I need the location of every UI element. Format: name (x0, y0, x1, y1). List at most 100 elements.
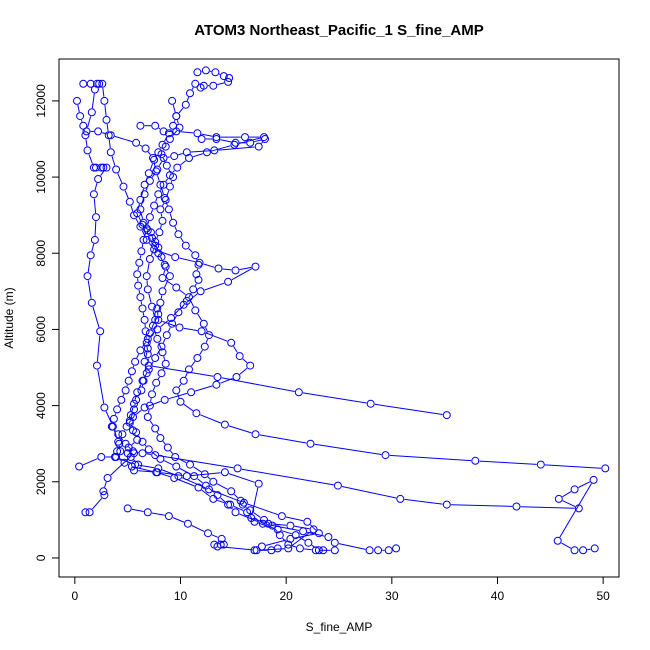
series-segment (161, 188, 164, 195)
series-segment (148, 293, 152, 303)
series-segment (132, 365, 135, 368)
series-segment (190, 472, 221, 477)
series-segment (162, 338, 166, 344)
series-segment (178, 383, 182, 388)
series-segment (562, 500, 576, 508)
data-point (239, 498, 248, 507)
data-point (213, 373, 222, 381)
data-point (250, 517, 259, 526)
series-segment (157, 175, 160, 181)
data-point (219, 72, 228, 81)
data-point (219, 540, 228, 549)
series-segment (131, 442, 135, 446)
data-point (165, 171, 174, 180)
series-segment (255, 518, 265, 523)
series-segment (238, 137, 261, 145)
data-point (250, 546, 259, 555)
series-segment (188, 292, 192, 298)
data-point (179, 376, 188, 385)
series-segment (197, 313, 202, 321)
series-segment (201, 133, 213, 137)
data-point (140, 190, 149, 199)
series-segment (191, 87, 194, 90)
series-segment (285, 516, 304, 522)
data-point (86, 251, 95, 260)
plot-frame (58, 58, 620, 578)
data-point (173, 163, 182, 172)
data-point (153, 334, 162, 343)
data-point (181, 241, 190, 250)
data-point (157, 342, 166, 351)
y-tick-label: 12000 (34, 84, 48, 118)
data-point (214, 264, 223, 273)
data-point (224, 77, 233, 86)
series-segment (180, 131, 194, 134)
series-segment (156, 235, 159, 239)
data-point (144, 445, 153, 454)
data-point (251, 430, 260, 439)
series-segment (150, 209, 154, 214)
series-segment (245, 506, 248, 509)
series-segment (128, 420, 132, 424)
data-point (324, 533, 333, 541)
data-point (381, 451, 390, 460)
data-point (98, 79, 107, 88)
data-point (152, 378, 161, 387)
data-point (90, 235, 99, 244)
series-segment (81, 119, 83, 122)
series-segment (93, 198, 97, 213)
data-point (186, 89, 194, 98)
series-segment (147, 337, 150, 345)
series-segment (389, 454, 472, 462)
data-point (143, 350, 152, 359)
data-point (200, 470, 209, 479)
data-point (123, 504, 132, 513)
series-segment (138, 435, 141, 439)
series-segment (178, 153, 183, 156)
data-point (191, 251, 200, 260)
series-segment (299, 536, 306, 542)
data-point (171, 253, 180, 262)
data-point (174, 230, 183, 239)
data-point (277, 512, 286, 521)
data-point (151, 424, 160, 433)
data-point (232, 373, 241, 381)
series-segment (267, 524, 299, 531)
series-segment (94, 182, 98, 191)
series-segment (137, 266, 139, 271)
series-segment (239, 367, 248, 375)
data-point (138, 376, 147, 385)
series-segment (173, 315, 177, 321)
y-tick-label: 10000 (34, 160, 48, 194)
data-point (230, 140, 239, 149)
data-point (130, 466, 138, 475)
series-segment (156, 349, 160, 355)
series-segment (520, 506, 575, 509)
series-3 (136, 135, 610, 473)
data-point (94, 175, 103, 183)
data-point (107, 422, 116, 431)
y-axis-label: Altitude (m) (2, 287, 16, 348)
series-segment (122, 393, 125, 397)
series-8 (75, 453, 328, 555)
data-point (139, 235, 148, 244)
data-point (254, 142, 263, 151)
data-point (299, 527, 308, 536)
series-segment (172, 104, 176, 113)
data-point (226, 500, 235, 509)
data-point (536, 460, 545, 469)
data-point (200, 342, 209, 351)
series-segment (105, 411, 112, 423)
data-point (165, 135, 174, 143)
data-point (291, 531, 300, 540)
data-point (231, 508, 240, 517)
data-point (165, 272, 174, 281)
series-segment (114, 429, 116, 432)
data-point (144, 361, 153, 370)
series-segment (82, 458, 98, 466)
data-point (83, 272, 92, 281)
series-segment (77, 104, 80, 113)
data-point (150, 245, 159, 254)
series-segment (191, 361, 196, 367)
data-point (106, 131, 115, 140)
